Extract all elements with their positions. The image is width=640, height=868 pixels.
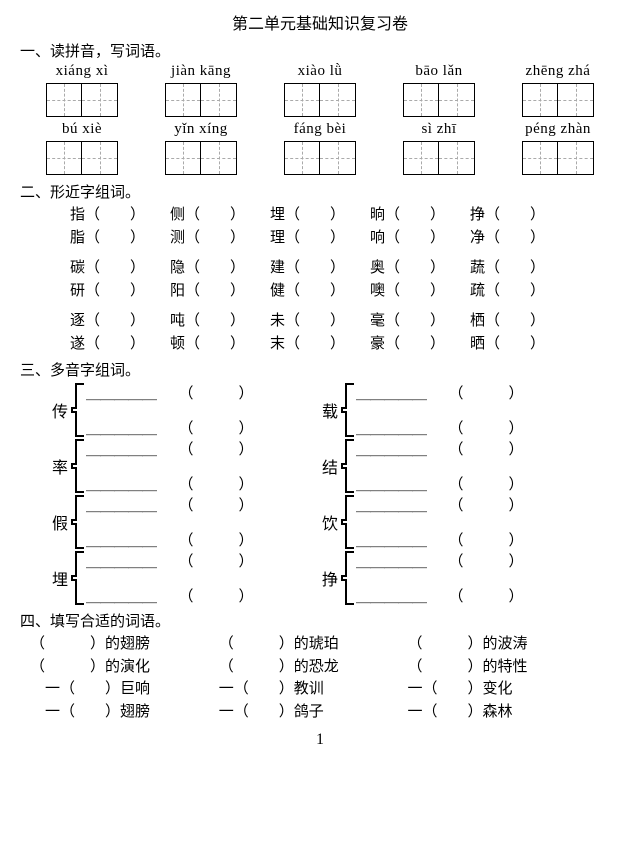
polyphonic-row: 传 ＿＿＿＿＿ （ ） ＿＿＿＿＿ （ ） 载 ＿＿＿＿＿ （ ） ＿＿＿＿＿ （ ） xyxy=(50,382,620,438)
pinyin-text: jiàn kāng xyxy=(147,63,255,80)
pinyin-text: bú xiè xyxy=(28,121,136,138)
char-boxes xyxy=(46,141,118,175)
blank-line: ＿＿＿＿＿ （ ） xyxy=(86,585,254,606)
pinyin-text: zhēng zhá xyxy=(504,63,612,80)
polyphonic-row: 假 ＿＿＿＿＿ （ ） ＿＿＿＿＿ （ ） 饮 ＿＿＿＿＿ （ ） ＿＿＿＿＿ （ ） xyxy=(50,494,620,550)
polyphonic-row: 率 ＿＿＿＿＿ （ ） ＿＿＿＿＿ （ ） 结 ＿＿＿＿＿ （ ） ＿＿＿＿＿ （ ） xyxy=(50,438,620,494)
polyphonic-char: 率 xyxy=(50,454,70,478)
char-boxes xyxy=(522,83,594,117)
polyphonic-char: 结 xyxy=(320,454,340,478)
bracket-icon xyxy=(340,438,356,494)
similar-char-line: 逐（ ）吨（ ）未（ ）毫（ ）栖（ ） xyxy=(70,310,620,333)
blank-line: ＿＿＿＿＿ （ ） xyxy=(356,494,524,515)
section2-heading: 二、形近字组词。 xyxy=(20,181,620,202)
pinyin-text: sì zhī xyxy=(385,121,493,138)
bracket-icon xyxy=(70,438,86,494)
char-boxes xyxy=(46,83,118,117)
blank-line: ＿＿＿＿＿ （ ） xyxy=(356,417,524,438)
bracket-icon xyxy=(70,382,86,438)
pinyin-text: xiào lǜ xyxy=(266,63,374,80)
section2-body: 指（ ）侧（ ）埋（ ）晌（ ）挣（ ）脂（ ）测（ ）理（ ）响（ ）净（ ）… xyxy=(20,204,620,355)
polyphonic-char: 传 xyxy=(50,398,70,422)
bracket-icon xyxy=(70,494,86,550)
section4-line: （ ）的翅膀 （ ）的琥珀 （ ）的波涛 xyxy=(30,633,620,656)
similar-char-line: 遂（ ）顿（ ）末（ ）豪（ ）晒（ ） xyxy=(70,333,620,356)
pinyin-text: bāo lǎn xyxy=(385,63,493,80)
pinyin-text: fáng bèi xyxy=(266,121,374,138)
pinyin-row-2: bú xiè yǐn xíng fáng bèi sì zhī péng zhà… xyxy=(20,121,620,177)
blank-line: ＿＿＿＿＿ （ ） xyxy=(86,550,254,571)
polyphonic-char: 载 xyxy=(320,398,340,422)
blank-line: ＿＿＿＿＿ （ ） xyxy=(356,382,524,403)
char-boxes xyxy=(284,83,356,117)
bracket-icon xyxy=(70,550,86,606)
blank-line: ＿＿＿＿＿ （ ） xyxy=(356,550,524,571)
page-number: 1 xyxy=(20,731,620,749)
blank-line: ＿＿＿＿＿ （ ） xyxy=(356,473,524,494)
similar-char-line: 指（ ）侧（ ）埋（ ）晌（ ）挣（ ） xyxy=(70,204,620,227)
char-boxes xyxy=(284,141,356,175)
blank-line: ＿＿＿＿＿ （ ） xyxy=(356,529,524,550)
polyphonic-char: 埋 xyxy=(50,566,70,590)
polyphonic-row: 埋 ＿＿＿＿＿ （ ） ＿＿＿＿＿ （ ） 挣 ＿＿＿＿＿ （ ） ＿＿＿＿＿ （ ） xyxy=(50,550,620,606)
polyphonic-char: 假 xyxy=(50,510,70,534)
blank-line: ＿＿＿＿＿ （ ） xyxy=(356,585,524,606)
pinyin-row-1: xiáng xì jiàn kāng xiào lǜ bāo lǎn zhēng… xyxy=(20,63,620,119)
blank-line: ＿＿＿＿＿ （ ） xyxy=(86,417,254,438)
pinyin-text: xiáng xì xyxy=(28,63,136,80)
bracket-icon xyxy=(340,494,356,550)
char-boxes xyxy=(165,83,237,117)
blank-line: ＿＿＿＿＿ （ ） xyxy=(86,494,254,515)
blank-line: ＿＿＿＿＿ （ ） xyxy=(356,438,524,459)
char-boxes xyxy=(403,83,475,117)
bracket-icon xyxy=(340,382,356,438)
blank-line: ＿＿＿＿＿ （ ） xyxy=(86,438,254,459)
char-boxes xyxy=(165,141,237,175)
blank-line: ＿＿＿＿＿ （ ） xyxy=(86,382,254,403)
section1-heading: 一、读拼音，写词语。 xyxy=(20,40,620,61)
char-boxes xyxy=(522,141,594,175)
blank-line: ＿＿＿＿＿ （ ） xyxy=(86,529,254,550)
section3-heading: 三、多音字组词。 xyxy=(20,359,620,380)
similar-char-line: 研（ ）阳（ ）健（ ）噢（ ）疏（ ） xyxy=(70,280,620,303)
similar-char-line: 碳（ ）隐（ ）建（ ）奥（ ）蔬（ ） xyxy=(70,257,620,280)
page-title: 第二单元基础知识复习卷 xyxy=(20,10,620,34)
pinyin-text: péng zhàn xyxy=(504,121,612,138)
section3-body: 传＿＿＿＿＿ （ ）＿＿＿＿＿ （ ）载＿＿＿＿＿ （ ）＿＿＿＿＿ （ ）率＿… xyxy=(20,382,620,606)
section4-line: 一（ ）翅膀 一（ ）鸽子 一（ ）森林 xyxy=(30,701,620,724)
section4-line: （ ）的演化 （ ）的恐龙 （ ）的特性 xyxy=(30,656,620,679)
section4-heading: 四、填写合适的词语。 xyxy=(20,610,620,631)
bracket-icon xyxy=(340,550,356,606)
blank-line: ＿＿＿＿＿ （ ） xyxy=(86,473,254,494)
similar-char-line: 脂（ ）测（ ）理（ ）响（ ）净（ ） xyxy=(70,227,620,250)
polyphonic-char: 挣 xyxy=(320,566,340,590)
polyphonic-char: 饮 xyxy=(320,510,340,534)
pinyin-text: yǐn xíng xyxy=(147,121,255,138)
char-boxes xyxy=(403,141,475,175)
section4-line: 一（ ）巨响 一（ ）教训 一（ ）变化 xyxy=(30,678,620,701)
